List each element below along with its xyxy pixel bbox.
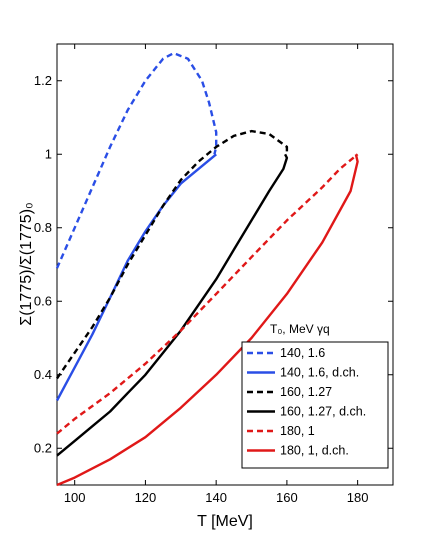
series-group [55,52,359,487]
x-tick-label: 180 [347,490,369,505]
y-tick-label: 1 [45,146,52,161]
y-tick-label: 0.6 [34,293,52,308]
series-line-4 [56,153,289,457]
x-tick-label: 100 [64,490,86,505]
axis-ticks: 100 120 140 160 180 0.2 0.4 0.6 0.8 1 1.2 [34,44,393,505]
legend: T₀, MeV γq 140, 1.6 140, 1.6, d.ch. 160, 1… [241,322,389,469]
x-tick-label: 140 [205,490,227,505]
y-tick-label: 0.8 [34,220,52,235]
legend-entry: 140, 1.6 [280,346,325,360]
series-line-1 [55,52,218,269]
plot-frame [56,43,394,486]
x-axis-label: T [MeV] [197,513,253,530]
series-line-6 [56,154,359,487]
legend-header: T₀, MeV γq [270,322,330,336]
legend-entry: 180, 1, d.ch. [280,444,349,458]
series-line-5 [56,153,359,435]
y-tick-label: 0.4 [34,367,52,382]
legend-entry: 140, 1.6, d.ch. [280,366,359,380]
legend-box [241,341,389,469]
series-line-3 [56,129,289,380]
series-line-2 [55,153,217,402]
y-tick-label: 1.2 [34,73,52,88]
y-tick-label: 0.2 [34,440,52,455]
legend-entry: 160, 1.27, d.ch. [280,405,366,419]
y-axis-label: Σ(1775)/Σ(1775)₀ [18,202,35,325]
x-tick-label: 160 [276,490,298,505]
legend-entry: 160, 1.27 [280,385,332,399]
legend-items: 140, 1.6 140, 1.6, d.ch. 160, 1.27 160, 1.2… [247,346,366,458]
legend-entry: 180, 1 [280,424,315,438]
x-tick-label: 120 [135,490,157,505]
